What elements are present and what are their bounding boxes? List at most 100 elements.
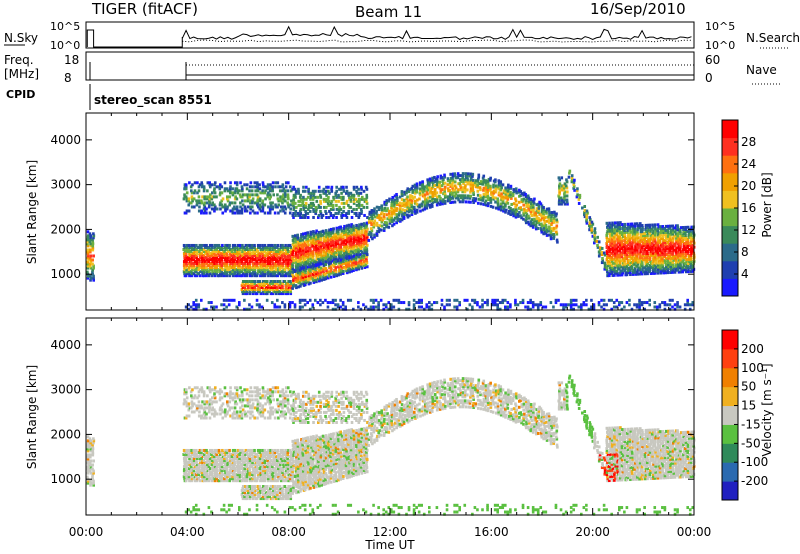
scatter-cell bbox=[410, 200, 414, 204]
scatter-cell bbox=[233, 266, 236, 270]
colorbar-tick-label: 24 bbox=[741, 157, 756, 171]
scatter-cell bbox=[183, 254, 186, 258]
scatter-cell bbox=[434, 192, 437, 196]
scatter-cell bbox=[341, 307, 345, 311]
scatter-cell bbox=[184, 400, 188, 404]
scatter-cell bbox=[91, 272, 94, 276]
scatter-cell bbox=[200, 247, 204, 251]
scatter-cell bbox=[535, 207, 539, 211]
scatter-cell bbox=[682, 258, 685, 262]
scatter-cell bbox=[631, 252, 634, 256]
scatter-cell bbox=[213, 414, 216, 418]
scatter-cell bbox=[218, 398, 222, 402]
scatter-cell bbox=[261, 284, 265, 288]
scatter-cell bbox=[291, 234, 295, 238]
scatter-cell bbox=[185, 477, 189, 481]
scatter-cell bbox=[183, 471, 186, 475]
scatter-cell bbox=[506, 307, 510, 311]
scatter-cell bbox=[352, 187, 356, 191]
scatter-cell bbox=[676, 246, 680, 250]
scatter-cell bbox=[334, 266, 338, 270]
scatter-cell bbox=[506, 185, 510, 189]
scatter-cell bbox=[637, 244, 640, 248]
scatter-cell bbox=[544, 305, 548, 309]
scatter-cell bbox=[652, 263, 655, 267]
scatter-cell bbox=[316, 271, 320, 275]
scatter-cell bbox=[426, 178, 429, 182]
scatter-cell bbox=[688, 303, 692, 307]
scatter-cell bbox=[217, 250, 221, 254]
scatter-cell bbox=[337, 238, 341, 242]
scatter-cell bbox=[195, 260, 198, 264]
scatter-cell bbox=[206, 189, 209, 193]
scatter-cell bbox=[385, 201, 388, 205]
scatter-cell bbox=[91, 473, 95, 477]
scatter-cell bbox=[184, 254, 188, 258]
scatter-cell bbox=[474, 179, 478, 183]
scatter-cell bbox=[362, 189, 366, 193]
scatter-cell bbox=[314, 205, 318, 209]
scatter-cell bbox=[233, 243, 237, 247]
scatter-cell bbox=[291, 238, 295, 242]
scatter-cell bbox=[607, 298, 611, 302]
scatter-cell bbox=[279, 209, 282, 213]
scatter-cell bbox=[86, 274, 90, 278]
scatter-cell bbox=[248, 290, 252, 294]
scatter-cell bbox=[289, 189, 293, 193]
scatter-cell bbox=[286, 250, 290, 254]
scatter-cell bbox=[657, 259, 660, 263]
scatter-cell bbox=[335, 274, 338, 278]
scatter-cell bbox=[257, 282, 260, 286]
scatter-cell bbox=[241, 290, 244, 294]
scatter-cell bbox=[282, 193, 285, 197]
scatter-cell bbox=[616, 235, 620, 239]
scatter-cell bbox=[651, 261, 654, 265]
scatter-cell bbox=[451, 184, 454, 188]
scatter-cell bbox=[287, 258, 290, 262]
scatter-cell bbox=[185, 473, 188, 477]
scatter-cell bbox=[272, 284, 275, 288]
scatter-cell bbox=[360, 197, 364, 201]
scatter-cell bbox=[357, 305, 360, 309]
scatter-cell bbox=[233, 250, 237, 254]
scatter-cell bbox=[292, 211, 295, 215]
scatter-cell bbox=[281, 189, 284, 193]
scatter-cell bbox=[661, 229, 665, 233]
scatter-cell bbox=[533, 197, 536, 201]
scatter-cell bbox=[268, 262, 272, 266]
scatter-cell bbox=[462, 180, 465, 184]
scatter-cell bbox=[366, 215, 369, 219]
scatter-cell bbox=[489, 204, 493, 208]
scatter-cell bbox=[621, 271, 625, 275]
scatter-cell bbox=[271, 272, 275, 276]
scatter-cell bbox=[189, 250, 193, 254]
scatter-cell bbox=[440, 176, 444, 180]
scatter-cell bbox=[86, 276, 90, 280]
scatter-cell bbox=[435, 191, 439, 195]
scatter-cell bbox=[244, 282, 248, 286]
scatter-cell bbox=[261, 286, 264, 290]
scatter-cell bbox=[330, 244, 333, 248]
scatter-cell bbox=[253, 181, 257, 185]
scatter-cell bbox=[629, 250, 632, 254]
scatter-cell bbox=[610, 241, 614, 245]
scatter-cell bbox=[192, 469, 196, 473]
scatter-cell bbox=[684, 246, 688, 250]
scatter-cell bbox=[291, 284, 295, 288]
scatter-cell bbox=[210, 266, 214, 270]
scatter-cell bbox=[200, 266, 204, 270]
scatter-cell bbox=[185, 264, 189, 268]
scatter-cell bbox=[87, 463, 90, 467]
scatter-cell bbox=[334, 193, 338, 197]
scatter-cell bbox=[263, 243, 267, 247]
scatter-cell bbox=[198, 264, 201, 268]
scatter-cell bbox=[203, 201, 207, 205]
scatter-cell bbox=[489, 184, 492, 188]
scatter-cell bbox=[332, 272, 336, 276]
scatter-cell bbox=[244, 266, 248, 270]
scatter-cell bbox=[618, 247, 622, 251]
scatter-cell bbox=[195, 465, 198, 469]
scatter-cell bbox=[423, 207, 427, 211]
scatter-cell bbox=[319, 303, 322, 307]
scatter-cell bbox=[543, 216, 546, 220]
